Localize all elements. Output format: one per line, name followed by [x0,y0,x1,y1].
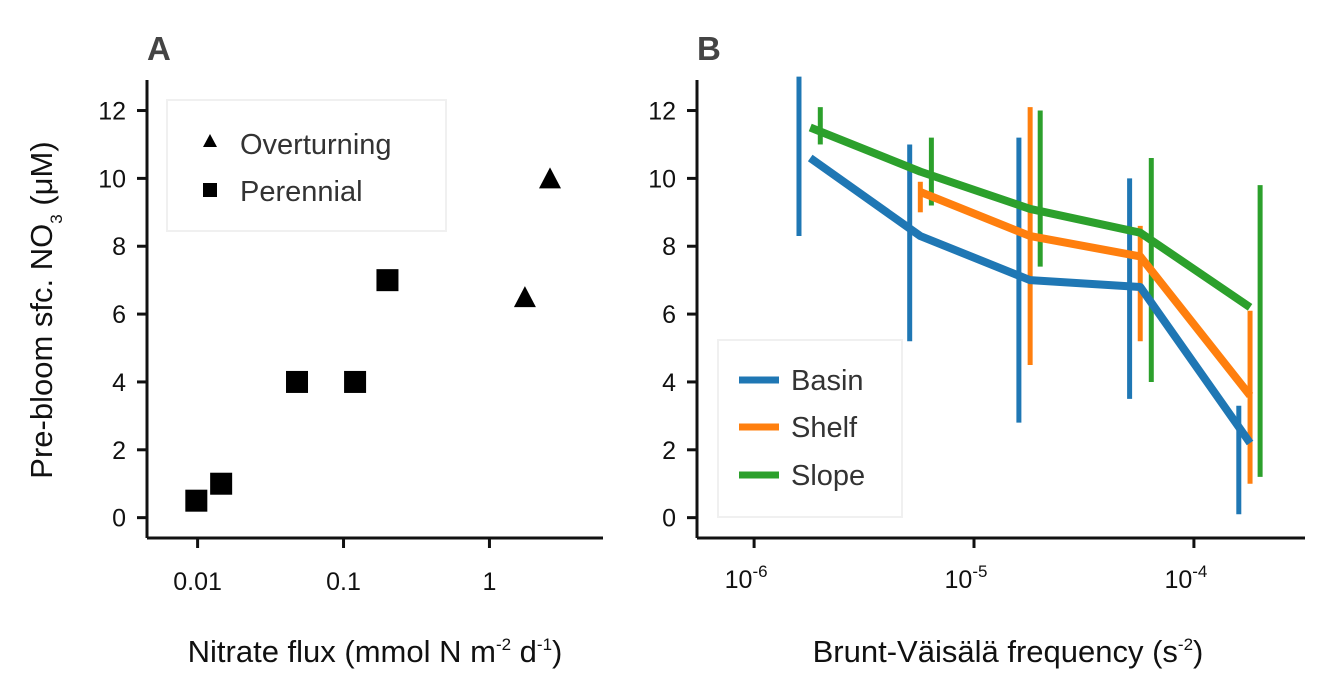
panel-a-legend-box [166,99,447,232]
legend-shelf-label: Shelf [791,412,858,444]
panel-b-x-ticks: 10-6 10-5 10-4 [725,538,1207,594]
panel-b-x-axis-title: Brunt-Väisälä frequency (s-2) [813,634,1204,669]
panel-a-y-tick-label: 12 [98,98,126,126]
panel-a-x-tick-label: 0.1 [326,568,361,596]
panel-b-y-tick-label: 2 [662,437,676,465]
perennial-point [376,269,399,292]
panel-b-x-tick-label: 10-6 [725,562,768,594]
panel-a-y-tick-label: 6 [112,301,126,329]
panel-a-points [185,167,562,512]
panel-a-x-tick-label: 0.01 [173,568,222,596]
legend-perennial-label: Perennial [240,176,363,208]
overturning-point [513,286,536,308]
panel-a-label: A [147,30,171,67]
legend-overturning-marker [203,134,217,147]
legend-slope-label: Slope [791,460,865,492]
panel-b-y-tick-label: 0 [662,505,676,533]
perennial-point [185,489,208,512]
panel-b-y-tick-label: 6 [662,301,676,329]
panel-b-y-tick-label: 12 [648,98,676,126]
panel-a-y-axis-title: Pre-bloom sfc. NO3 (μM) [24,141,66,478]
panel-b-x-tick-label: 10-5 [945,562,988,594]
legend-overturning-label: Overturning [240,129,392,161]
panel-a-y-tick-label: 0 [112,505,126,533]
panel-b-y-ticks: 0 2 4 6 8 10 12 [648,98,697,533]
panel-a-y-tick-label: 8 [112,233,126,261]
shelf-line [918,188,1254,398]
legend-basin-label: Basin [791,365,864,397]
panel-b: B 0 2 4 6 8 10 12 10-6 10-5 10-4 Basin Shelf Slo… [648,30,1305,669]
panel-b-y-tick-label: 8 [662,233,676,261]
perennial-point [210,472,233,495]
panel-a-y-tick-label: 2 [112,437,126,465]
panel-b-y-tick-label: 10 [648,165,676,193]
panel-a-legend: Overturning Perennial [166,99,447,232]
panel-a-x-tick-label: 1 [482,568,496,596]
slope-line [808,123,1253,311]
basin-line [807,154,1254,446]
panel-a-y-ticks: 0 2 4 6 8 10 12 [98,98,147,533]
panel-b-lines [807,123,1254,446]
panel-a-x-ticks: 0.01 0.1 1 [173,538,496,596]
panel-b-x-tick-label: 10-4 [1164,562,1207,594]
overturning-point [539,167,562,189]
panel-b-y-tick-label: 4 [662,369,676,397]
panel-a-y-tick-label: 4 [112,369,126,397]
panel-b-legend: Basin Shelf Slope [717,339,903,518]
panel-a: A 0 2 4 6 8 10 12 0.01 0.1 1 Overturning Perenni… [24,30,603,669]
panel-b-label: B [697,30,721,67]
perennial-point [286,370,309,393]
panel-a-y-tick-label: 10 [98,165,126,193]
panel-a-x-axis-title: Nitrate flux (mmol N m-2 d-1) [188,634,563,669]
perennial-point [344,370,367,393]
legend-perennial-marker [203,183,217,197]
